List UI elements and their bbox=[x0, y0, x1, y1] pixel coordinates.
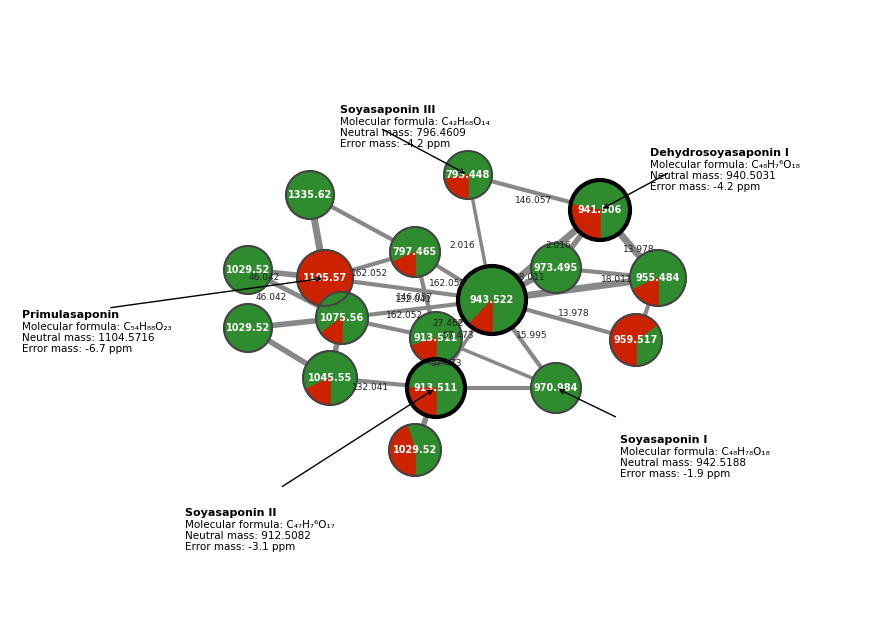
Polygon shape bbox=[410, 312, 462, 364]
Polygon shape bbox=[286, 171, 334, 219]
Polygon shape bbox=[633, 278, 658, 306]
Text: 18.011: 18.011 bbox=[602, 274, 633, 284]
Polygon shape bbox=[570, 204, 600, 240]
Text: Dehydrosoyasaponin I: Dehydrosoyasaponin I bbox=[650, 148, 789, 158]
Text: 1335.62: 1335.62 bbox=[288, 190, 332, 200]
Text: Error mass: -1.9 ppm: Error mass: -1.9 ppm bbox=[620, 469, 730, 479]
Text: 132.041: 132.041 bbox=[395, 295, 432, 303]
Text: 1105.57: 1105.57 bbox=[303, 273, 347, 283]
Text: 15.995: 15.995 bbox=[517, 332, 548, 340]
Text: 162.052: 162.052 bbox=[386, 311, 424, 319]
Polygon shape bbox=[224, 246, 272, 294]
Text: 146.057: 146.057 bbox=[396, 293, 433, 301]
Text: Soyasaponin II: Soyasaponin II bbox=[185, 508, 276, 518]
Text: 13.978: 13.978 bbox=[623, 246, 655, 254]
Text: 57.473: 57.473 bbox=[442, 332, 474, 340]
Text: Error mass: -4.2 ppm: Error mass: -4.2 ppm bbox=[650, 182, 760, 192]
Text: Neutral mass: 796.4609: Neutral mass: 796.4609 bbox=[340, 128, 466, 138]
Polygon shape bbox=[390, 227, 440, 277]
Polygon shape bbox=[306, 378, 330, 405]
Polygon shape bbox=[321, 318, 342, 344]
Text: 46.042: 46.042 bbox=[249, 274, 280, 282]
Polygon shape bbox=[444, 151, 492, 199]
Polygon shape bbox=[407, 424, 441, 476]
Text: 146.057: 146.057 bbox=[516, 196, 553, 205]
Text: 162.052: 162.052 bbox=[352, 269, 389, 277]
Text: 913.511: 913.511 bbox=[414, 383, 458, 393]
Text: 162.052: 162.052 bbox=[429, 280, 466, 288]
Text: Neutral mass: 912.5082: Neutral mass: 912.5082 bbox=[185, 531, 311, 541]
Text: 46.042: 46.042 bbox=[255, 293, 287, 303]
Text: Error mass: -4.2 ppm: Error mass: -4.2 ppm bbox=[340, 139, 450, 149]
Text: 1029.52: 1029.52 bbox=[226, 323, 270, 333]
Text: 1075.56: 1075.56 bbox=[320, 313, 364, 323]
Polygon shape bbox=[411, 338, 436, 364]
Polygon shape bbox=[469, 300, 492, 334]
Text: 795.448: 795.448 bbox=[446, 170, 490, 180]
Text: 13.978: 13.978 bbox=[558, 310, 590, 319]
Text: 57.473: 57.473 bbox=[431, 358, 462, 368]
Text: Molecular formula: C₄₇H₇⁶O₁₇: Molecular formula: C₄₇H₇⁶O₁₇ bbox=[185, 520, 335, 530]
Text: Neutral mass: 1104.5716: Neutral mass: 1104.5716 bbox=[22, 333, 154, 343]
Polygon shape bbox=[316, 292, 368, 344]
Polygon shape bbox=[392, 252, 415, 277]
Text: Soyasaponin III: Soyasaponin III bbox=[340, 105, 435, 115]
Text: 797.465: 797.465 bbox=[392, 247, 437, 257]
Polygon shape bbox=[571, 180, 630, 240]
Text: 2.016: 2.016 bbox=[449, 241, 475, 250]
Text: 1045.55: 1045.55 bbox=[307, 373, 352, 383]
Text: 970.984: 970.984 bbox=[533, 383, 579, 393]
Text: 943.522: 943.522 bbox=[470, 295, 514, 305]
Polygon shape bbox=[407, 388, 436, 417]
Text: Soyasaponin I: Soyasaponin I bbox=[620, 435, 707, 445]
Polygon shape bbox=[636, 325, 662, 366]
Polygon shape bbox=[303, 351, 357, 405]
Text: Molecular formula: C₄₂H₆₈O₁₄: Molecular formula: C₄₂H₆₈O₁₄ bbox=[340, 117, 490, 127]
Polygon shape bbox=[445, 175, 468, 199]
Text: 973.495: 973.495 bbox=[534, 263, 579, 273]
Text: 132.041: 132.041 bbox=[353, 383, 390, 391]
Text: Neutral mass: 942.5188: Neutral mass: 942.5188 bbox=[620, 458, 746, 468]
Text: 955.484: 955.484 bbox=[636, 273, 680, 283]
Text: Error mass: -3.1 ppm: Error mass: -3.1 ppm bbox=[185, 542, 295, 552]
Text: 959.517: 959.517 bbox=[614, 335, 658, 345]
Polygon shape bbox=[224, 304, 272, 352]
Polygon shape bbox=[297, 250, 353, 306]
Polygon shape bbox=[531, 363, 581, 413]
Polygon shape bbox=[630, 250, 686, 306]
Text: Neutral mass: 940.5031: Neutral mass: 940.5031 bbox=[650, 171, 776, 181]
Text: Molecular formula: C₄₈H₇₈O₁₈: Molecular formula: C₄₈H₇₈O₁₈ bbox=[620, 447, 770, 457]
Polygon shape bbox=[531, 243, 581, 293]
Polygon shape bbox=[389, 425, 415, 476]
Text: 913.511: 913.511 bbox=[414, 333, 458, 343]
Polygon shape bbox=[407, 359, 465, 417]
Text: 2.016: 2.016 bbox=[545, 241, 571, 249]
Text: 1029.52: 1029.52 bbox=[226, 265, 270, 275]
Text: Molecular formula: C₄₈H₇⁶O₁₈: Molecular formula: C₄₈H₇⁶O₁₈ bbox=[650, 160, 800, 170]
Polygon shape bbox=[610, 314, 657, 366]
Text: 941.506: 941.506 bbox=[578, 205, 622, 215]
Polygon shape bbox=[458, 266, 526, 334]
Text: 1029.52: 1029.52 bbox=[392, 445, 437, 455]
Text: Molecular formula: C₅₄H₈₈O₂₃: Molecular formula: C₅₄H₈₈O₂₃ bbox=[22, 322, 172, 332]
Text: Primulasaponin: Primulasaponin bbox=[22, 310, 119, 320]
Text: Error mass: -6.7 ppm: Error mass: -6.7 ppm bbox=[22, 344, 132, 354]
Text: 27.462: 27.462 bbox=[432, 319, 463, 327]
Text: 18.011: 18.011 bbox=[514, 274, 546, 282]
